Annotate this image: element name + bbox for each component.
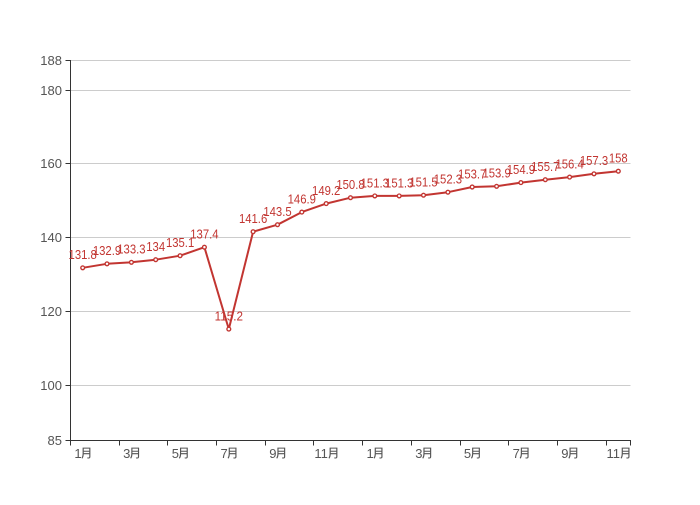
svg-text:152.3: 152.3 [434,172,462,187]
svg-text:153.9: 153.9 [482,166,510,181]
svg-text:120: 120 [40,304,62,319]
svg-text:135.1: 135.1 [166,235,194,250]
svg-text:11: 11 [314,446,328,461]
svg-text:151.5: 151.5 [409,175,437,190]
svg-text:156.4: 156.4 [555,157,583,172]
svg-text:133.3: 133.3 [117,242,145,257]
svg-text:140: 140 [40,230,62,245]
svg-text:149.2: 149.2 [312,183,340,198]
svg-text:180: 180 [40,83,62,98]
svg-text:150.8: 150.8 [336,177,364,192]
svg-text:188: 188 [40,53,62,68]
svg-text:132.9: 132.9 [93,243,121,258]
svg-text:134: 134 [146,239,165,254]
svg-text:7: 7 [513,446,520,461]
svg-text:9: 9 [269,446,276,461]
svg-text:100: 100 [40,378,62,393]
svg-text:137.4: 137.4 [190,227,218,242]
svg-text:143.5: 143.5 [263,204,291,219]
svg-text:157.3: 157.3 [580,153,608,168]
svg-text:3: 3 [123,446,130,461]
svg-text:151.3: 151.3 [385,175,413,190]
svg-text:7: 7 [221,446,228,461]
svg-text:1: 1 [74,446,81,461]
svg-text:5: 5 [464,446,471,461]
svg-text:1: 1 [367,446,374,461]
svg-text:151.3: 151.3 [361,175,389,190]
svg-text:158: 158 [609,151,628,166]
svg-text:155.7: 155.7 [531,159,559,174]
svg-text:85: 85 [48,433,62,448]
svg-text:5: 5 [172,446,179,461]
svg-text:153.7: 153.7 [458,166,486,181]
svg-text:115.2: 115.2 [215,309,243,324]
svg-text:9: 9 [561,446,568,461]
svg-text:3: 3 [415,446,422,461]
svg-text:11: 11 [607,446,621,461]
svg-text:141.6: 141.6 [239,211,267,226]
svg-text:154.9: 154.9 [507,162,535,177]
svg-text:146.9: 146.9 [288,192,316,207]
svg-text:160: 160 [40,156,62,171]
svg-text:131.8: 131.8 [69,247,97,262]
